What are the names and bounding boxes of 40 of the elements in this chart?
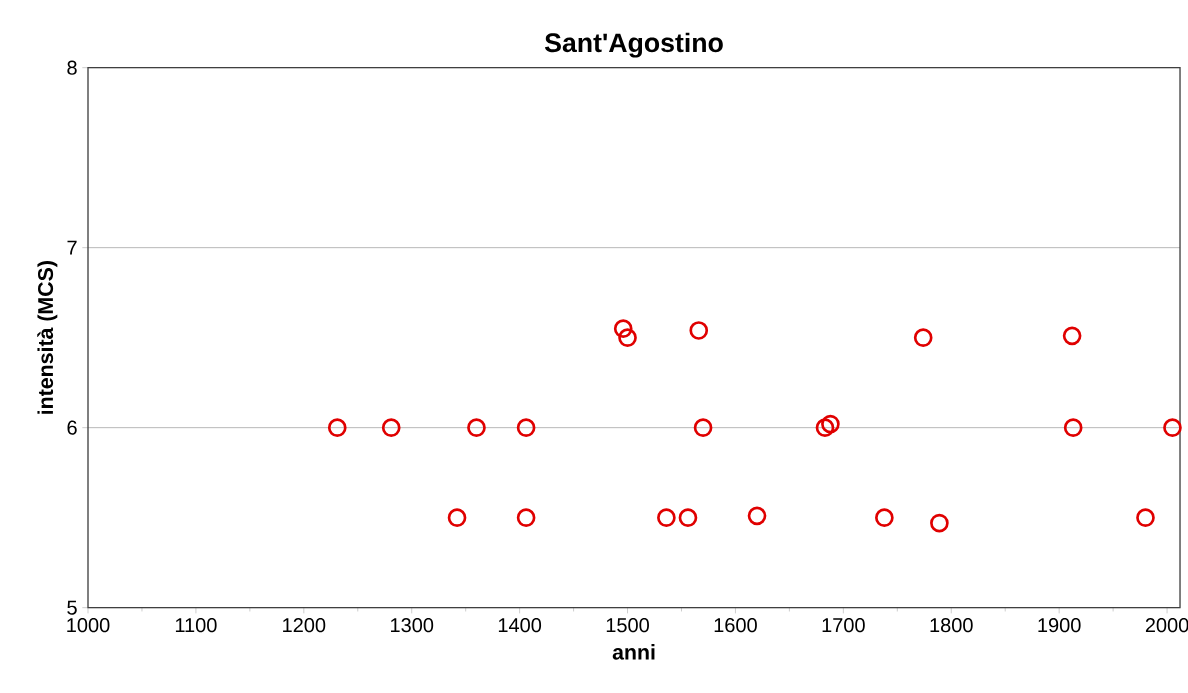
y-tick-label: 8 xyxy=(67,60,77,75)
x-tick-label: 1000 xyxy=(67,618,110,633)
chart-title: Sant'Agostino xyxy=(544,32,723,58)
point xyxy=(327,418,347,438)
x-tick-label: 2000 xyxy=(1145,618,1188,633)
point xyxy=(913,328,933,348)
point xyxy=(930,513,949,533)
point xyxy=(1136,508,1155,528)
point xyxy=(815,418,835,438)
point xyxy=(875,508,894,528)
point xyxy=(618,328,637,348)
point xyxy=(1163,418,1182,438)
point xyxy=(1063,418,1083,438)
x-tick-label: 1100 xyxy=(175,618,217,633)
y-tick-label: 6 xyxy=(67,420,77,435)
point xyxy=(693,418,713,438)
y-axis-title: intensità (MCS) xyxy=(37,261,58,414)
x-tick-label: 1700 xyxy=(822,618,865,633)
point xyxy=(613,319,633,339)
x-tick-label: 1500 xyxy=(606,618,649,633)
x-tick-label: 1600 xyxy=(714,618,757,633)
point xyxy=(657,508,676,528)
point xyxy=(821,414,840,434)
x-tick-label: 1300 xyxy=(391,618,434,633)
y-tick-label: 5 xyxy=(67,600,77,615)
point xyxy=(381,418,401,438)
x-tick-label: 1800 xyxy=(930,618,973,633)
x-tick-label: 1900 xyxy=(1038,618,1081,633)
point xyxy=(1062,326,1082,346)
point xyxy=(447,508,467,528)
point xyxy=(689,321,709,340)
point xyxy=(516,418,536,438)
point xyxy=(516,508,536,528)
point xyxy=(678,508,698,528)
x-tick-label: 1400 xyxy=(498,618,542,633)
x-tick-label: 1200 xyxy=(283,618,326,633)
point xyxy=(467,418,486,438)
x-axis-title: anni xyxy=(612,644,655,660)
y-tick-label: 7 xyxy=(67,240,77,255)
point xyxy=(747,506,767,526)
